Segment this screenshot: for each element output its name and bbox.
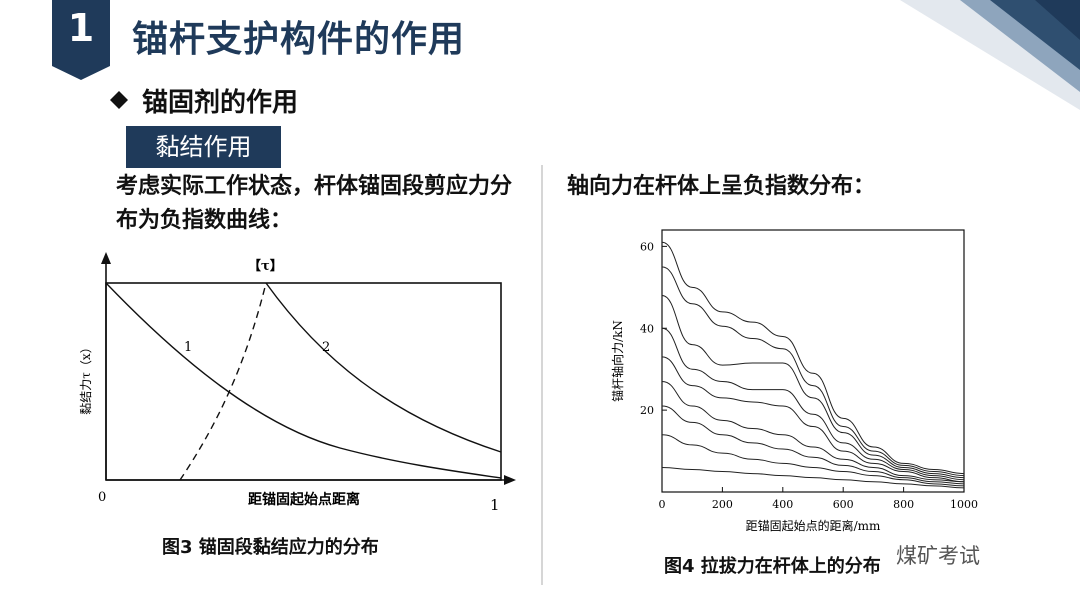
watermark-text: 煤矿考试 xyxy=(896,544,980,568)
figure3-curve2-label: 2 xyxy=(322,340,330,355)
figure3-stress-diagram: 【τ】 1 2 0 1 距锚固起始点距离 黏结力τ（x） xyxy=(79,252,516,514)
page-title: 锚杆支护构件的作用 xyxy=(132,19,466,60)
series-line-9 xyxy=(661,466,965,489)
corner-decoration xyxy=(900,0,1080,110)
figure3-caption: 图3 锚固段黏结应力的分布 xyxy=(162,537,379,558)
series-line-6 xyxy=(661,380,965,483)
figure3-dashed-curve xyxy=(179,282,267,481)
x-tick-label: 200 xyxy=(712,498,733,511)
x-tick-label: 800 xyxy=(893,498,914,511)
figure4-axial-force-chart: 0 200 400 600 800 1000 20 40 60 距锚固起始点的距离/mm 锚杆轴… xyxy=(610,229,978,533)
x-tick-label: 1000 xyxy=(950,498,978,511)
bullet-diamond-icon xyxy=(110,91,128,109)
x-tick-label: 400 xyxy=(772,498,793,511)
series-line-3 xyxy=(661,295,965,479)
left-description: 考虑实际工作状态，杆体锚固段剪应力分布为负指数曲线： xyxy=(116,174,513,233)
figure3-curve1-label: 1 xyxy=(184,340,192,355)
figure4-ylabel: 锚杆轴向力/kN xyxy=(610,320,625,402)
figure3-y-arrow-icon xyxy=(101,252,111,264)
figure3-x-arrow-icon xyxy=(504,475,516,485)
x-tick-label: 600 xyxy=(833,498,854,511)
right-description: 轴向力在杆体上呈负指数分布： xyxy=(567,174,876,199)
series-line-5 xyxy=(661,356,965,483)
topic-tag: 黏结作用 xyxy=(126,126,281,168)
section-number: 1 xyxy=(67,6,95,50)
figure4-plot-frame xyxy=(661,229,965,493)
y-tick-label: 40 xyxy=(640,322,654,335)
figure3-curve-1 xyxy=(105,282,502,479)
figure3-ylabel: 黏结力τ（x） xyxy=(79,341,93,414)
x-tick-label: 0 xyxy=(659,498,666,511)
column-divider xyxy=(541,165,543,585)
series-line-1 xyxy=(661,241,965,475)
figure3-x-start: 0 xyxy=(98,490,106,505)
y-tick-label: 60 xyxy=(640,240,654,253)
section-number-badge xyxy=(52,0,110,80)
figure3-frame xyxy=(105,282,502,481)
figure3-curve-2 xyxy=(265,282,502,453)
figure4-caption: 图4 拉拔力在杆体上的分布 xyxy=(664,556,881,577)
figure4-xlabel: 距锚固起始点的距离/mm xyxy=(746,518,881,533)
series-line-2 xyxy=(661,266,965,477)
series-line-7 xyxy=(661,405,965,485)
y-tick-label: 20 xyxy=(640,404,654,417)
figure3-x-end: 1 xyxy=(490,496,500,514)
figure3-xlabel: 距锚固起始点距离 xyxy=(248,491,360,508)
series-line-8 xyxy=(661,434,965,487)
section-subtitle: 锚固剂的作用 xyxy=(142,88,299,118)
series-line-4 xyxy=(661,327,965,481)
figure3-top-label: 【τ】 xyxy=(248,258,283,274)
